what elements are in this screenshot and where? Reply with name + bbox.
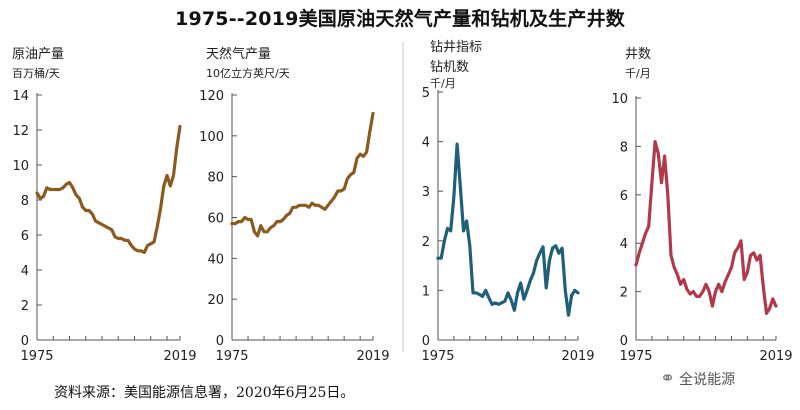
watermark: ⚭ 全说能源 (660, 368, 735, 389)
y-tick-label: 5 (422, 86, 430, 101)
x-tick-label: 1975 (215, 349, 248, 364)
panel-3-title-line-1: 钻井指标 (430, 40, 482, 55)
y-tick-label: 0 (216, 334, 224, 349)
panel-3-title-line-2: 钻机数 (430, 60, 469, 75)
panel-4-title-line-2: 千/月 (625, 67, 651, 80)
y-tick-label: 8 (620, 140, 628, 155)
y-tick-label: 3 (422, 185, 430, 200)
y-tick-label: 6 (21, 229, 29, 244)
source-note: 资料来源：美国能源信息署，2020年6月25日。 (54, 385, 355, 401)
y-tick-label: 2 (422, 235, 430, 250)
y-tick-label: 20 (207, 293, 224, 308)
x-tick-label: 2019 (356, 349, 389, 364)
panel-2: 天然气产量 10亿立方英尺/天 0 20 40 60 80 100 120 1975 2019 (199, 46, 389, 364)
y-tick-label: 0 (422, 334, 430, 349)
y-tick-label: 4 (21, 264, 29, 279)
x-tick-label: 2019 (759, 349, 792, 364)
y-tick-label: 60 (207, 212, 224, 227)
panel-4-title-line-1: 井数 (625, 47, 651, 62)
series-line-1 (35, 124, 182, 255)
panel-1-title-line-2: 百万桶/天 (12, 66, 60, 80)
x-tick-label: 1975 (619, 349, 652, 364)
watermark-text: 全说能源 (679, 371, 736, 388)
y-tick-label: 100 (199, 130, 224, 145)
panel-2-title-line-1: 天然气产量 (206, 46, 271, 62)
chart-title: 1975--2019美国原油天然气产量和钻机及生产井数 (175, 8, 625, 30)
y-tick-label: 1 (422, 284, 430, 299)
x-tick-label: 1975 (421, 349, 454, 364)
y-tick-label: 6 (620, 189, 628, 204)
wechat-icon: ⚭ (660, 368, 676, 389)
y-tick-label: 4 (620, 237, 628, 252)
y-tick-label: 80 (207, 171, 224, 186)
y-tick-label: 2 (620, 286, 628, 301)
panel-4: 井数千/月 0 2 4 6 8 10 1975 2019 (611, 47, 792, 364)
y-tick-label: 40 (207, 252, 224, 267)
y-tick-label: 4 (422, 136, 430, 151)
x-tick-label: 1975 (20, 349, 53, 364)
panel-2-title-line-2: 10亿立方英尺/天 (206, 66, 290, 80)
y-tick-label: 8 (21, 194, 29, 209)
panel-1-title-line-1: 原油产量 (12, 47, 64, 62)
series-line-4 (634, 140, 778, 315)
x-tick-label: 2019 (163, 349, 196, 364)
y-tick-label: 12 (12, 124, 29, 139)
x-tick-label: 2019 (561, 349, 594, 364)
y-tick-label: 14 (12, 89, 29, 104)
y-tick-label: 0 (620, 334, 628, 349)
y-tick-label: 10 (12, 159, 29, 174)
series-line-2 (230, 111, 375, 238)
y-tick-label: 2 (21, 299, 29, 314)
y-tick-label: 120 (199, 89, 224, 104)
y-tick-label: 10 (611, 92, 628, 107)
y-tick-label: 0 (21, 334, 29, 349)
panel-3-title-line-3: 千/月 (430, 77, 456, 90)
series-line-3 (436, 142, 580, 317)
